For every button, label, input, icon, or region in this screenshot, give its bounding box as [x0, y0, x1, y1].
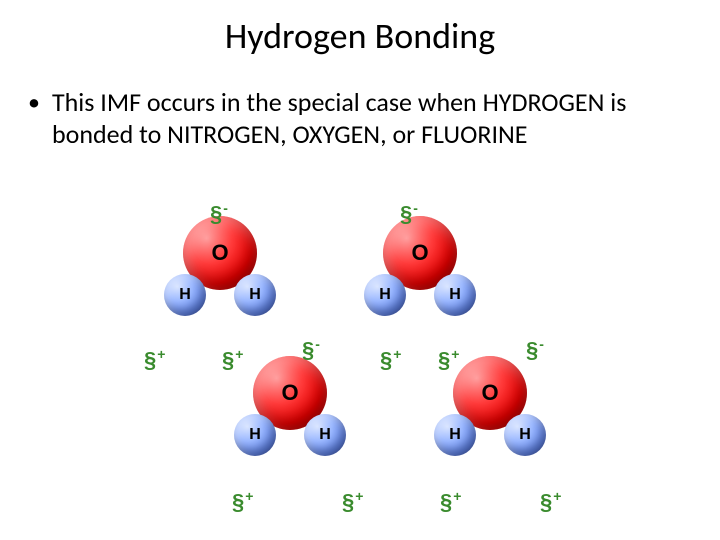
- delta-positive-label: §+: [222, 346, 243, 373]
- hydrogen-atom: H: [234, 414, 276, 456]
- hydrogen-label: H: [379, 286, 391, 304]
- delta-positive-label: §+: [438, 346, 459, 373]
- bullet-marker: •: [28, 86, 40, 120]
- oxygen-label: O: [211, 240, 228, 266]
- hydrogen-label: H: [179, 286, 191, 304]
- delta-positive-label: §+: [440, 488, 461, 515]
- oxygen-label: O: [411, 240, 428, 266]
- water-molecule: O H H: [430, 356, 550, 476]
- hydrogen-label: H: [319, 426, 331, 444]
- water-molecule: O H H: [360, 216, 480, 336]
- hydrogen-label: H: [249, 286, 261, 304]
- delta-positive-label: §+: [144, 346, 165, 373]
- hydrogen-atom: H: [164, 274, 206, 316]
- hydrogen-atom: H: [434, 414, 476, 456]
- delta-negative-label: §-: [526, 336, 544, 363]
- bullet-list: • This IMF occurs in the special case wh…: [0, 58, 720, 150]
- delta-positive-label: §+: [380, 346, 401, 373]
- bullet-item: • This IMF occurs in the special case wh…: [28, 86, 692, 150]
- delta-positive-label: §+: [342, 488, 363, 515]
- hydrogen-atom: H: [434, 274, 476, 316]
- hydrogen-label: H: [449, 286, 461, 304]
- delta-positive-label: §+: [540, 488, 561, 515]
- delta-positive-label: §+: [232, 488, 253, 515]
- bullet-text: This IMF occurs in the special case when…: [52, 86, 692, 150]
- hydrogen-label: H: [519, 426, 531, 444]
- page-title: Hydrogen Bonding: [0, 0, 720, 58]
- water-molecule: O H H: [160, 216, 280, 336]
- hydrogen-label: H: [449, 426, 461, 444]
- water-molecule: O H H: [230, 356, 350, 476]
- delta-negative-label: §-: [210, 200, 228, 227]
- delta-negative-label: §-: [400, 200, 418, 227]
- delta-negative-label: §-: [302, 336, 320, 363]
- hydrogen-atom: H: [504, 414, 546, 456]
- oxygen-label: O: [481, 380, 498, 406]
- hydrogen-bonding-diagram: O H H O H H O H H O H H §- §- §+ §+ §- §+ §+ §- §+ §+ §+ §+: [0, 200, 720, 530]
- hydrogen-atom: H: [364, 274, 406, 316]
- hydrogen-label: H: [249, 426, 261, 444]
- oxygen-label: O: [281, 380, 298, 406]
- hydrogen-atom: H: [304, 414, 346, 456]
- hydrogen-atom: H: [234, 274, 276, 316]
